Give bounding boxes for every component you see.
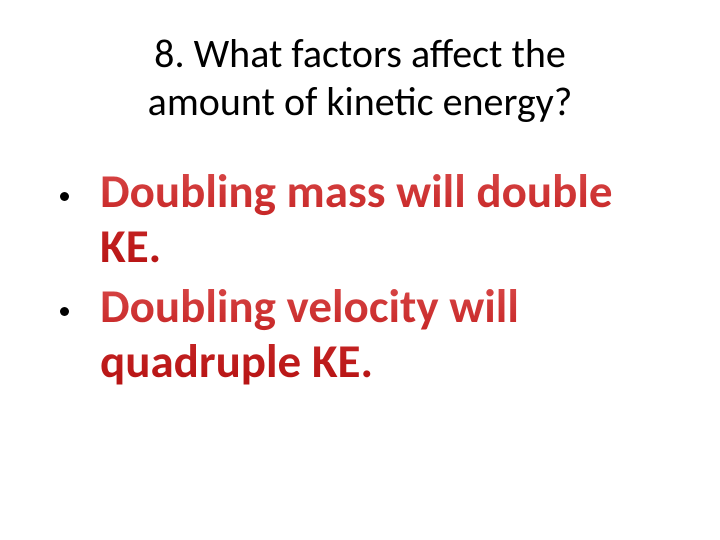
bullet-marker-icon (60, 192, 69, 201)
slide-title: 8. What factors affect the amount of kin… (40, 30, 680, 126)
bullet-text: Doubling mass will double KE. (100, 164, 680, 275)
bullet-text: Doubling velocity will quadruple KE. (100, 279, 680, 390)
bullet-list: Doubling mass will double KE. Doubling v… (40, 164, 680, 390)
bullet-marker-icon (60, 307, 69, 316)
list-item: Doubling velocity will quadruple KE. (52, 279, 680, 390)
list-item: Doubling mass will double KE. (52, 164, 680, 275)
slide: 8. What factors affect the amount of kin… (0, 0, 720, 540)
